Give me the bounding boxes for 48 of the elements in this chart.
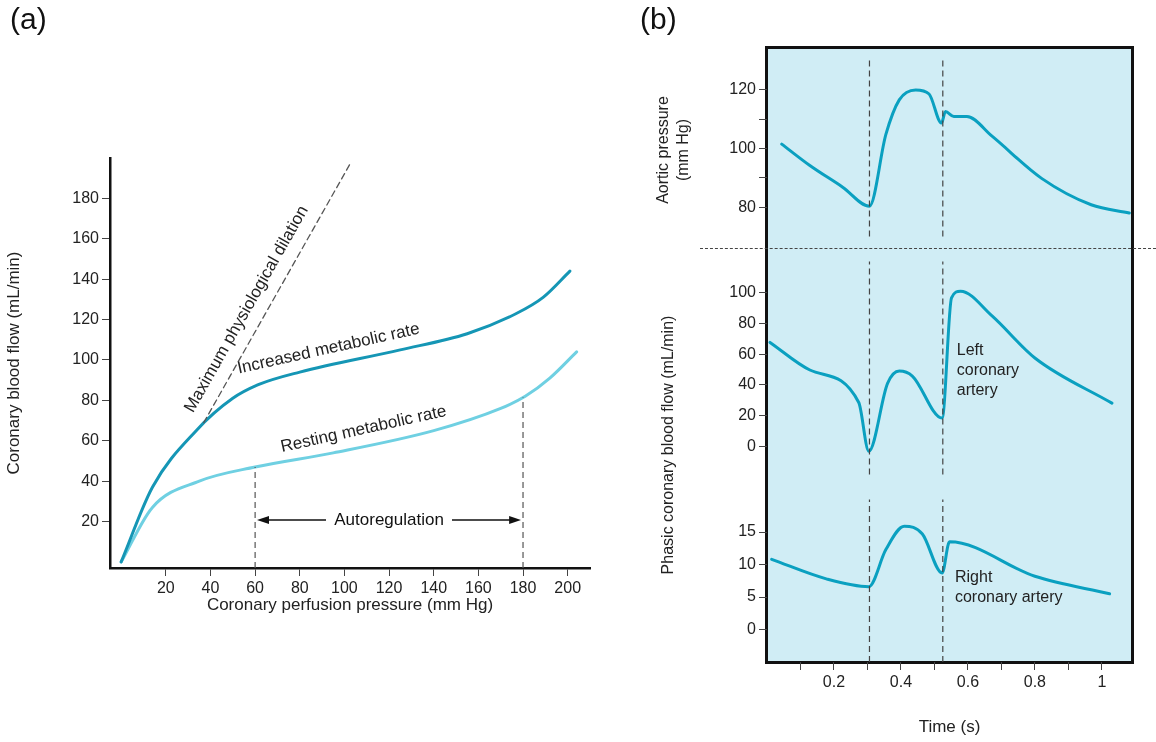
text: Resting metabolic rate	[278, 400, 448, 457]
y-tick-label: 40	[738, 375, 757, 393]
y-axis-title: Phasic coronary blood flow (mL/min)	[658, 314, 677, 577]
y-tick-label: 60	[81, 431, 100, 449]
y-tick-label: 100	[72, 350, 100, 368]
y-tick-label: 100	[729, 282, 757, 300]
x-tick-label: 0.8	[1023, 673, 1047, 691]
x-tick-label: 80	[290, 579, 309, 597]
x-axis-title: Time (s)	[918, 717, 981, 737]
x-tick-label: 120	[375, 579, 403, 597]
y-tick-label: 180	[72, 188, 100, 206]
y-tick-label: 0	[747, 437, 757, 455]
x-tick-label: 0.6	[956, 673, 980, 691]
y-tick-label: 60	[738, 344, 757, 362]
y-tick-label: 120	[729, 80, 757, 98]
y-tick-label: 5	[747, 587, 757, 605]
chart-title: (b)	[640, 2, 677, 36]
y-tick-label: 80	[738, 313, 757, 331]
x-tick-label: 1	[1097, 673, 1107, 691]
x-tick-label: 160	[465, 579, 492, 597]
y-tick-label: 0	[747, 619, 757, 637]
y-axis-title: Aortic pressure (mm Hg)	[652, 95, 692, 206]
y-tick-label: 120	[72, 309, 100, 327]
y-tick-label: 80	[81, 390, 100, 408]
y-axis-title: Coronary blood flow (mL/min)	[3, 251, 23, 475]
x-tick-label: 140	[420, 579, 448, 597]
x-axis-title: Coronary perfusion pressure (mm Hg)	[206, 595, 494, 615]
x-tick-label: 20	[156, 579, 175, 597]
y-tick-label: 100	[729, 138, 757, 156]
x-tick-label: 60	[246, 579, 265, 597]
series-label: Right coronary artery	[954, 567, 1063, 605]
y-tick-label: 15	[738, 522, 757, 540]
y-tick-label: 20	[738, 406, 757, 424]
x-tick-label: 100	[331, 579, 358, 597]
y-tick-label: 140	[72, 269, 100, 287]
chart-title: (a)	[10, 2, 47, 36]
x-tick-label: 40	[201, 579, 220, 597]
series-label: Left coronary artery	[956, 340, 1020, 398]
annotation: Autoregulation	[334, 509, 444, 529]
y-tick-label: 10	[738, 554, 757, 572]
y-tick-label: 160	[72, 229, 100, 247]
x-tick-label: 0.2	[822, 673, 846, 691]
x-tick-label: 180	[509, 579, 537, 597]
x-tick-label: 200	[554, 579, 582, 597]
y-tick-label: 20	[81, 511, 100, 529]
x-tick-label: 0.4	[889, 673, 913, 691]
y-tick-label: 80	[738, 197, 757, 215]
y-tick-label: 40	[81, 471, 100, 489]
